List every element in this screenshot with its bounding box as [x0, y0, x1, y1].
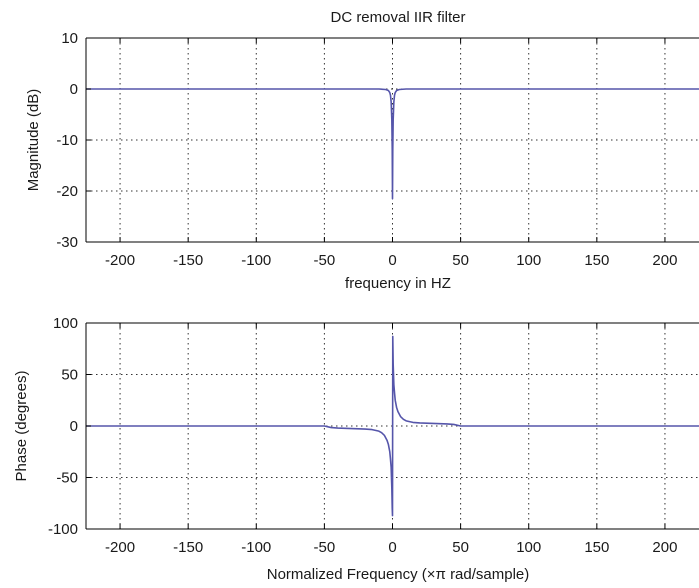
x-tick-label: 200 — [652, 252, 677, 269]
x-tick-label: 100 — [516, 252, 541, 269]
x-tick-label: -100 — [241, 539, 271, 556]
phase-xlabel: Normalized Frequency (×π rad/sample) — [267, 566, 530, 583]
x-tick-label: -200 — [105, 252, 135, 269]
x-tick-label: 0 — [388, 539, 396, 556]
y-tick-label: 100 — [53, 315, 78, 332]
y-tick-label: -100 — [48, 521, 78, 538]
series-line — [86, 335, 699, 517]
x-tick-label: 150 — [584, 252, 609, 269]
y-tick-label: -20 — [56, 183, 78, 200]
x-tick-label: -150 — [173, 539, 203, 556]
x-tick-label: -100 — [241, 252, 271, 269]
x-tick-label: 0 — [388, 252, 396, 269]
magnitude-xlabel: frequency in HZ — [345, 275, 451, 292]
y-tick-label: 0 — [70, 81, 78, 98]
x-tick-label: 50 — [452, 252, 469, 269]
magnitude-ylabel: Magnitude (dB) — [25, 89, 42, 192]
series-line — [86, 88, 699, 200]
x-tick-label: -150 — [173, 252, 203, 269]
y-tick-label: 50 — [61, 367, 78, 384]
y-tick-label: -10 — [56, 132, 78, 149]
x-tick-label: 50 — [452, 539, 469, 556]
x-tick-label: -200 — [105, 539, 135, 556]
x-tick-label: 200 — [652, 539, 677, 556]
chart-title: DC removal IIR filter — [330, 9, 465, 26]
x-tick-label: 100 — [516, 539, 541, 556]
x-tick-label: -50 — [314, 252, 336, 269]
y-tick-label: 0 — [70, 418, 78, 435]
y-tick-label: -30 — [56, 234, 78, 251]
y-tick-label: 10 — [61, 30, 78, 47]
phase-ylabel: Phase (degrees) — [13, 371, 30, 482]
phase-plot: -200 -150 -100 -50 0 50 100 150 200 100 50 0 -50 -100 — [48, 315, 699, 556]
x-tick-label: 150 — [584, 539, 609, 556]
y-tick-label: -50 — [56, 470, 78, 487]
x-tick-label: -50 — [314, 539, 336, 556]
